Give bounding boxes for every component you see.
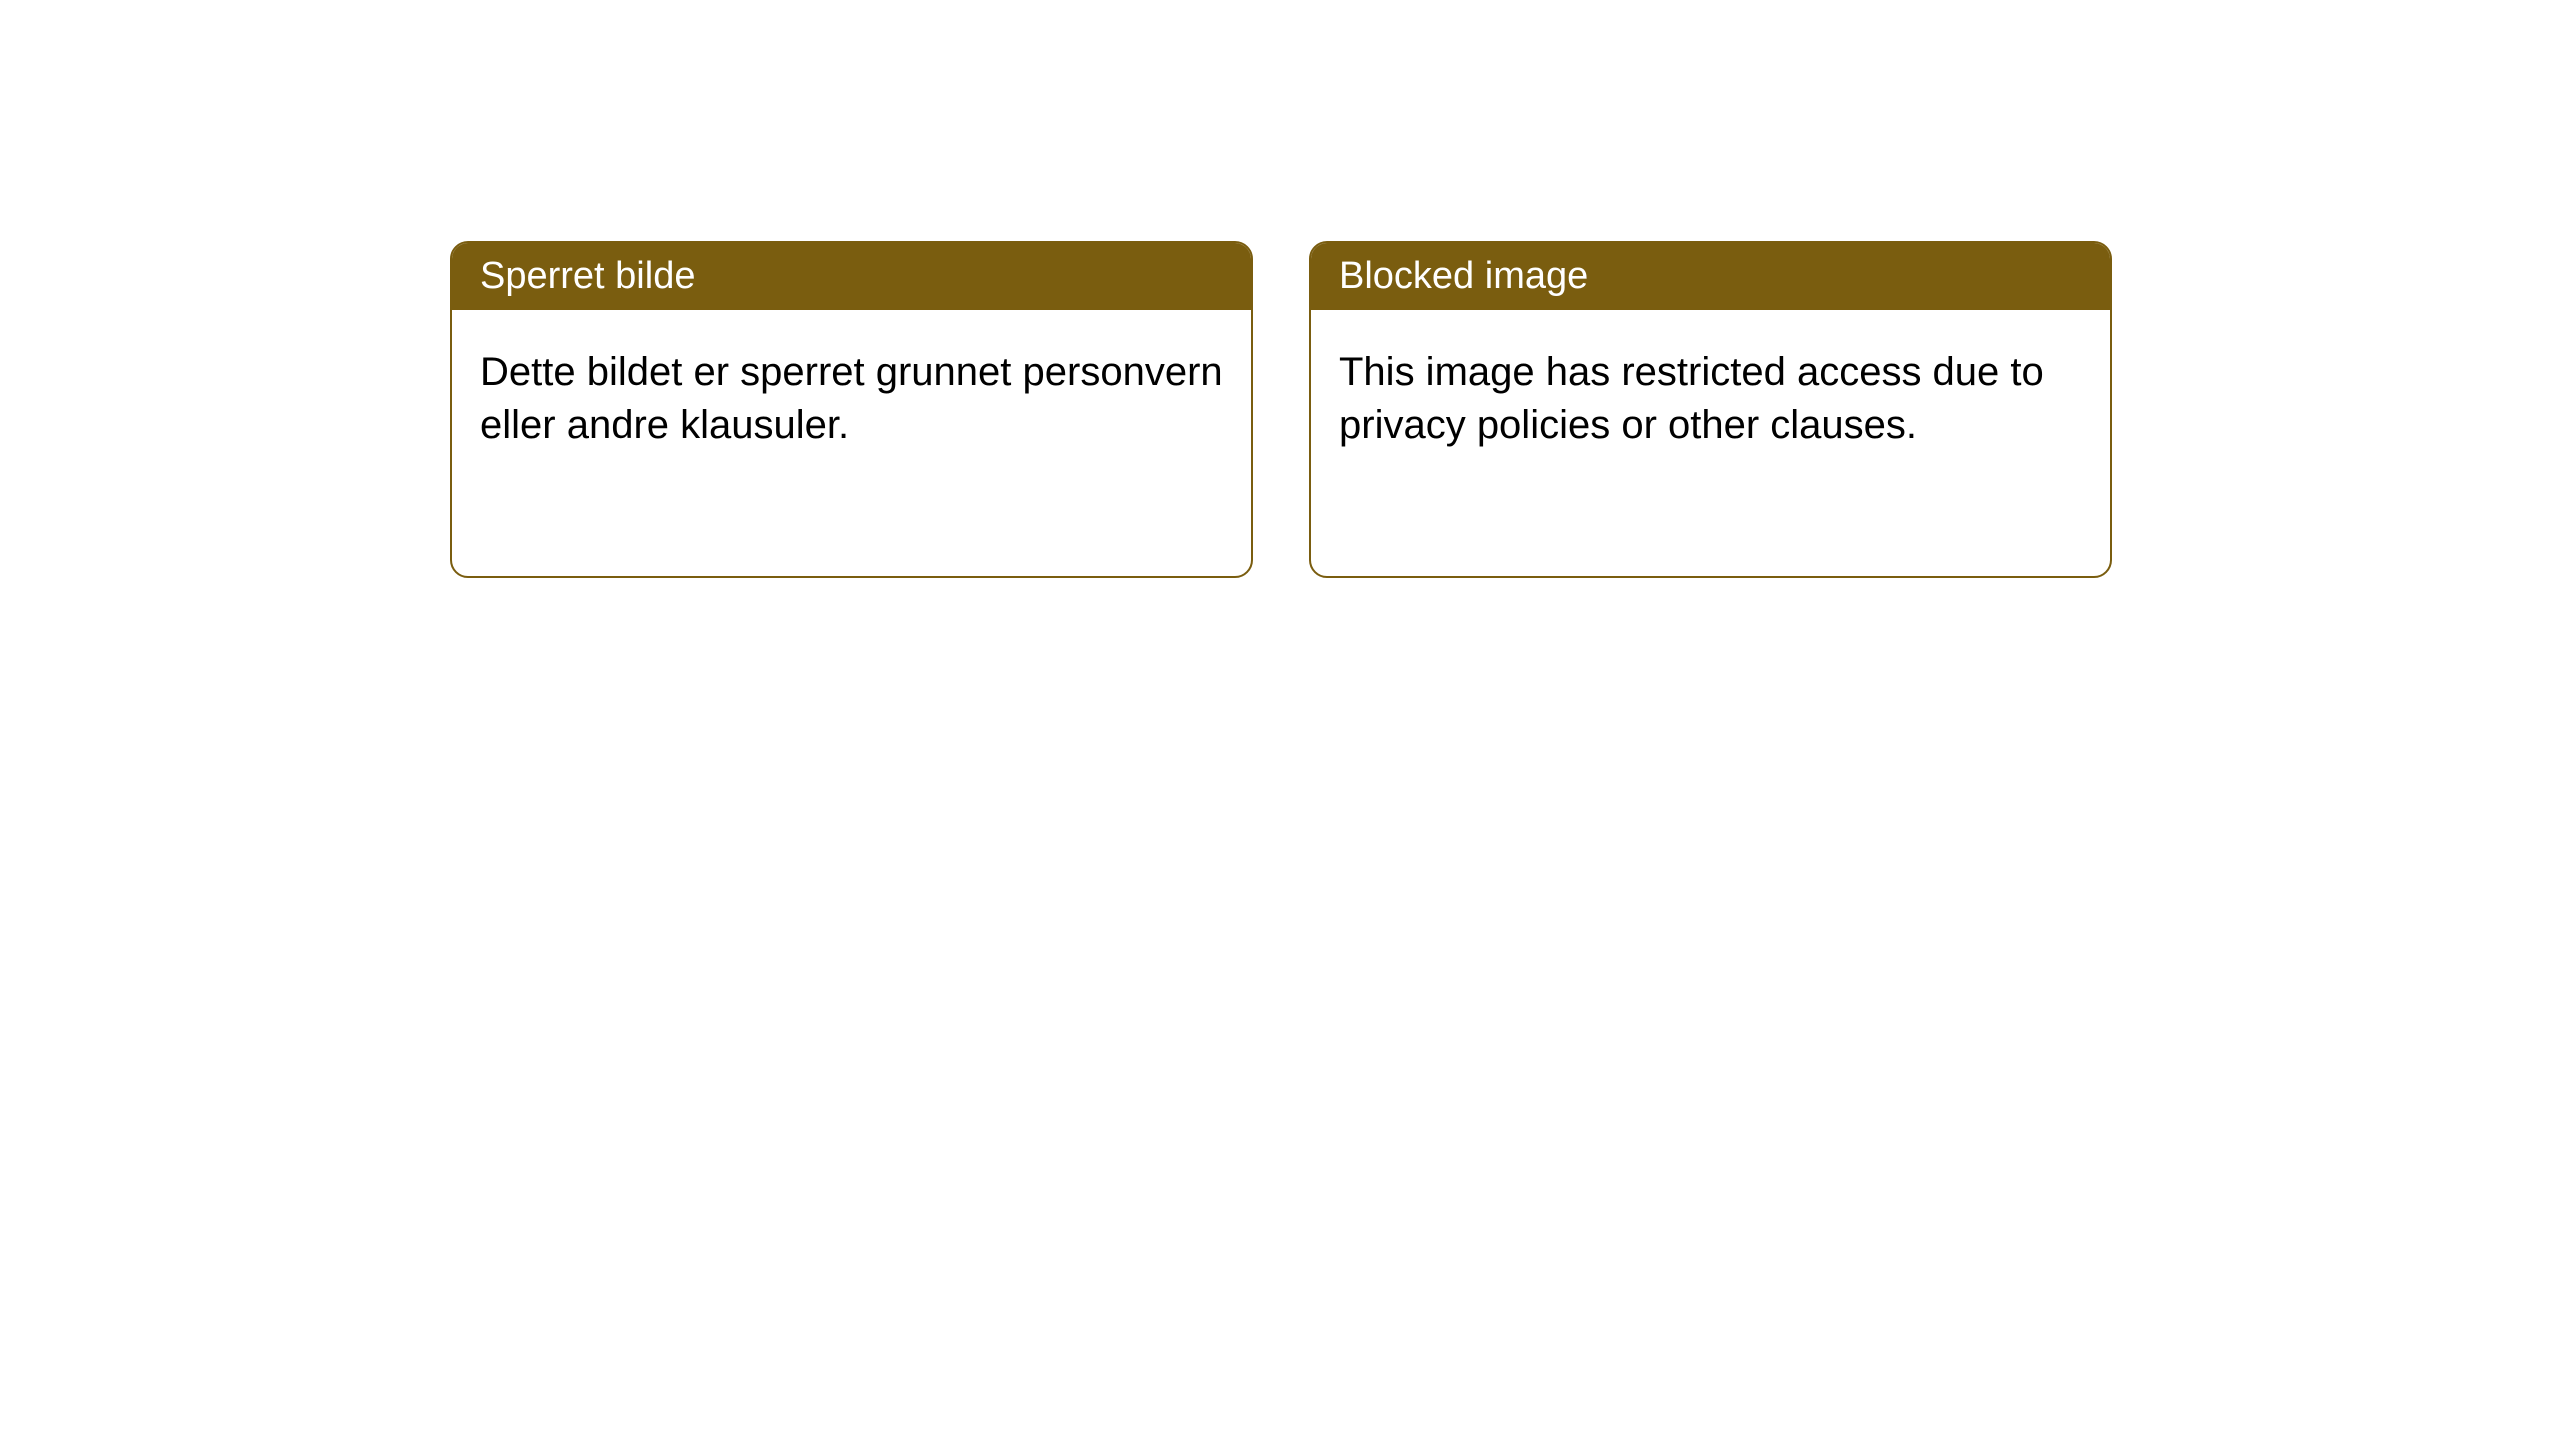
notice-card-norwegian: Sperret bilde Dette bildet er sperret gr…: [450, 241, 1253, 578]
notice-container: Sperret bilde Dette bildet er sperret gr…: [450, 241, 2112, 578]
notice-card-english: Blocked image This image has restricted …: [1309, 241, 2112, 578]
notice-text: Dette bildet er sperret grunnet personve…: [480, 350, 1223, 447]
notice-title: Sperret bilde: [480, 255, 695, 297]
notice-header: Blocked image: [1311, 243, 2110, 310]
notice-body: Dette bildet er sperret grunnet personve…: [452, 310, 1251, 488]
notice-title: Blocked image: [1339, 255, 1588, 297]
notice-header: Sperret bilde: [452, 243, 1251, 310]
notice-body: This image has restricted access due to …: [1311, 310, 2110, 488]
notice-text: This image has restricted access due to …: [1339, 350, 2044, 447]
